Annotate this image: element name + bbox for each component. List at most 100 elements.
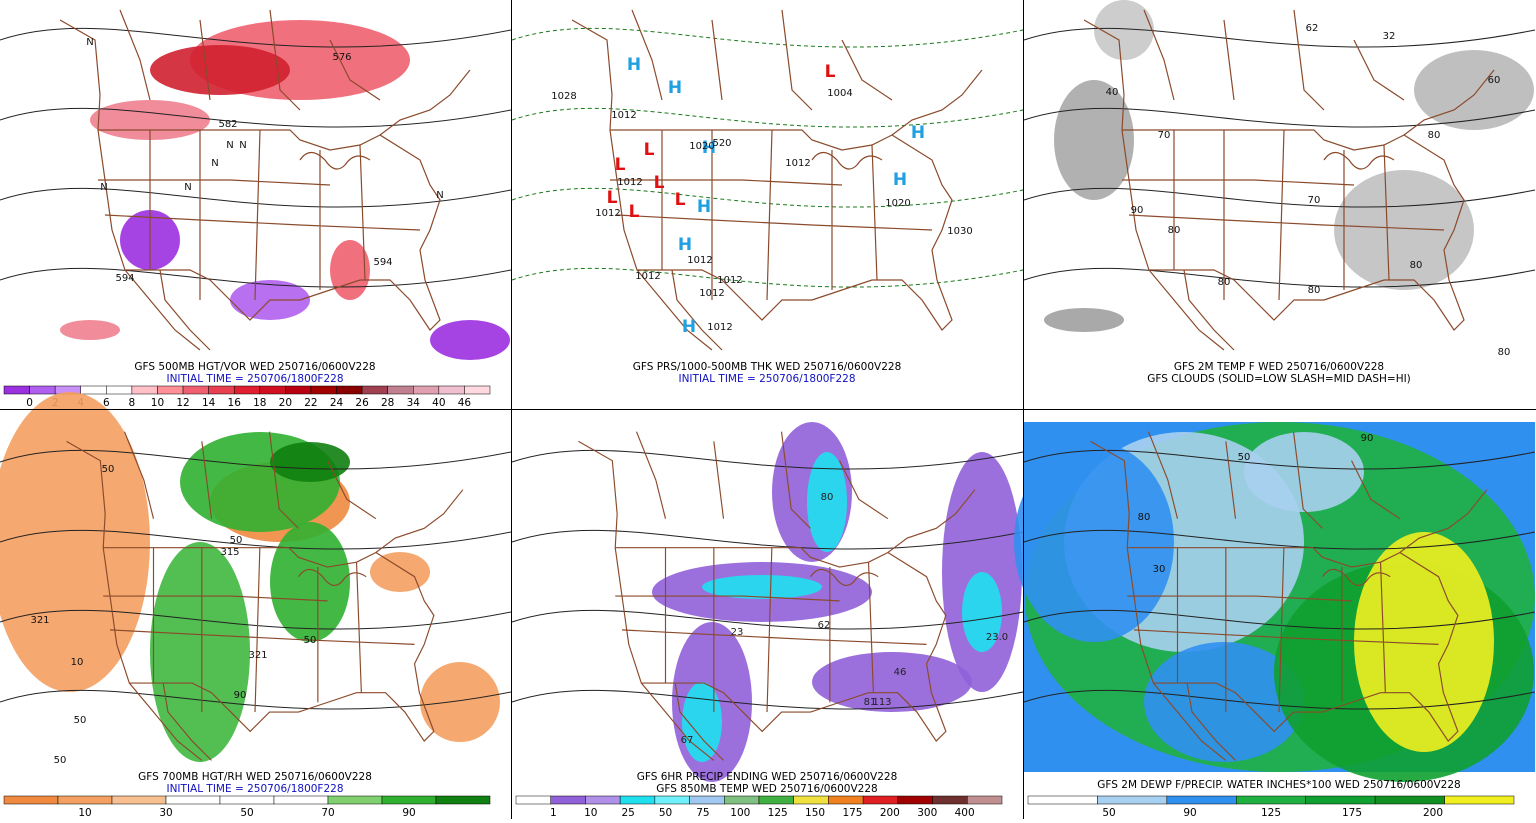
colorbar-swatch: [932, 795, 968, 805]
colorbar-swatch: [464, 385, 491, 395]
colorbar-label: 150: [805, 807, 825, 819]
colorbar-label: 175: [842, 807, 862, 819]
colorbar-swatch: [208, 385, 235, 395]
colorbar-swatch: [550, 795, 586, 805]
field-shading: [270, 522, 350, 642]
map-label: 50: [304, 635, 317, 646]
field-shading: [60, 320, 120, 340]
field-shading: [1244, 432, 1364, 512]
contour: [1023, 27, 1536, 48]
contour: [1023, 449, 1536, 470]
colorbar-swatch: [182, 385, 209, 395]
map-label: 594: [373, 257, 392, 268]
field-shading: [1014, 442, 1174, 642]
colorbar-label: 50: [659, 807, 672, 819]
colorbar-swatch: [967, 795, 1003, 805]
map-label: 1012: [707, 322, 732, 333]
colorbar-swatch: [1027, 795, 1098, 805]
colorbar-swatch: [585, 795, 621, 805]
colorbar-label: 70: [321, 807, 334, 819]
map-label: 50: [54, 755, 67, 766]
colorbar-swatch: [1305, 795, 1376, 805]
map-label: 1012: [611, 110, 636, 121]
caption: INITIAL TIME = 250706/1800F228: [678, 373, 855, 385]
colorbar-label: 22: [304, 397, 317, 409]
map-label: H: [893, 170, 907, 190]
colorbar-swatch: [157, 385, 184, 395]
colorbar-label: 20: [279, 397, 292, 409]
map-label: H: [697, 197, 711, 217]
colorbar-label: 28: [381, 397, 394, 409]
contour: [511, 449, 1024, 470]
colorbar-swatch: [219, 795, 275, 805]
contour: [511, 689, 1024, 710]
field-shading: [1044, 308, 1124, 332]
map-label: 62: [1306, 23, 1319, 34]
map-label: L: [615, 155, 626, 175]
colorbar-swatch: [285, 385, 312, 395]
colorbar-swatch: [793, 795, 829, 805]
caption: GFS PRS/1000-500MB THK WED 250716/0600V2…: [633, 361, 902, 373]
map-label: 1028: [551, 91, 576, 102]
map-label: H: [627, 55, 641, 75]
colorbar-swatch: [413, 385, 440, 395]
map-label: 1012: [699, 288, 724, 299]
map-label: 1020: [885, 198, 910, 209]
map-label: 50: [102, 464, 115, 475]
colorbar-swatch: [165, 795, 221, 805]
map-label: 80: [1138, 512, 1151, 523]
colorbar-swatch: [515, 795, 551, 805]
colorbar-label: 10: [78, 807, 91, 819]
map-label: N: [86, 37, 93, 48]
colorbar-label: 50: [240, 807, 253, 819]
colorbar-swatch: [1097, 795, 1168, 805]
field-shading: [1144, 642, 1304, 762]
colorbar-swatch: [259, 385, 286, 395]
map-label: 113: [872, 697, 891, 708]
map-label: 1020: [689, 141, 714, 152]
colorbar-label: 0: [26, 397, 33, 409]
caption: INITIAL TIME = 250706/1800F228: [166, 373, 343, 385]
caption: GFS 700MB HGT/RH WED 250716/0600V228: [138, 771, 372, 783]
map-label: 90: [1131, 205, 1144, 216]
map-label: 1012: [785, 158, 810, 169]
colorbar-swatch: [111, 795, 167, 805]
map-label: H: [682, 317, 696, 337]
colorbar-swatch: [438, 385, 465, 395]
colorbar-label: 46: [458, 397, 472, 409]
caption: GFS 850MB TEMP WED 250716/0600V228: [656, 783, 877, 795]
map-label: 315: [220, 547, 239, 558]
colorbar-swatch: [57, 795, 113, 805]
colorbar-label: 200: [880, 807, 900, 819]
colorbar-label: 300: [917, 807, 937, 819]
map-label: 62: [818, 620, 831, 631]
colorbar-swatch: [327, 795, 383, 805]
field-shading: [1414, 50, 1534, 130]
map-label: L: [825, 62, 836, 82]
contour: [511, 529, 1024, 550]
colorbar-label: 100: [730, 807, 750, 819]
colorbar-label: 50: [1102, 807, 1115, 819]
field-shading: [682, 682, 722, 762]
colorbar-swatch: [619, 795, 656, 805]
field-shading: [812, 652, 972, 712]
map-label: 90: [234, 690, 247, 701]
map-label: 80: [1498, 347, 1511, 358]
map-label: 90: [1361, 433, 1374, 444]
colorbar-swatch: [1374, 795, 1445, 805]
caption: INITIAL TIME = 250706/1800F228: [166, 783, 343, 795]
map-label: H: [702, 138, 716, 158]
colorbar-label: 34: [407, 397, 421, 409]
colorbar-swatch: [1166, 795, 1237, 805]
colorbar-label: 30: [159, 807, 172, 819]
map-label: 70: [1158, 130, 1171, 141]
field-shading: [430, 320, 510, 360]
contour: [1023, 107, 1536, 128]
map-label: 1004: [827, 88, 852, 99]
contour: [1023, 689, 1536, 710]
colorbar-label: 90: [1183, 807, 1196, 819]
colorbar-swatch: [689, 795, 725, 805]
